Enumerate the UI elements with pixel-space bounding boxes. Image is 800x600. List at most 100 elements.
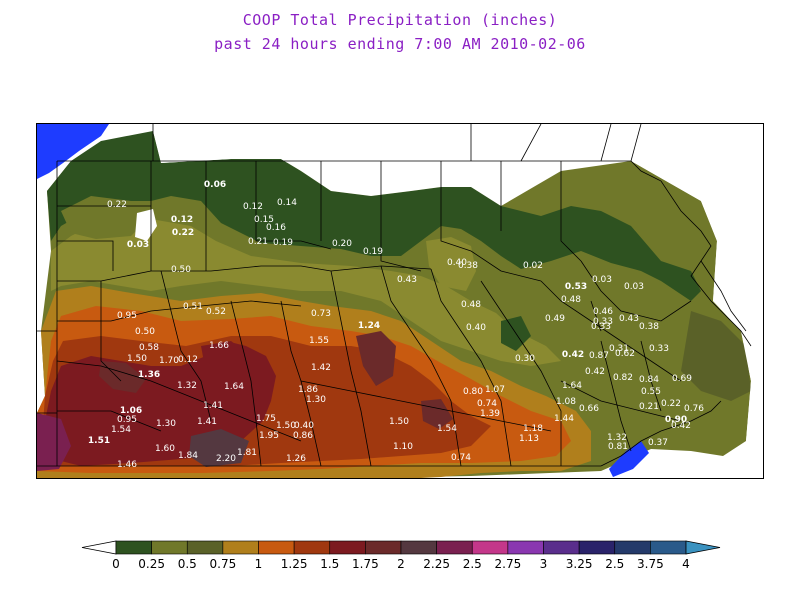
station-value: 0.16 [266,223,286,233]
station-value: 0.12 [243,202,263,212]
legend-label: 0.75 [210,557,237,571]
station-value: 0.38 [639,322,659,332]
legend-arrow-high [685,540,721,555]
station-values: 0.06 0.12 0.140.150.16 0.12 0.22 0.22 0.03 0.21… [88,180,704,470]
legend-swatch [365,540,402,555]
station-value: 0.42 [585,367,605,377]
station-value: 0.12 [171,215,193,225]
legend-arrow-low [81,540,117,555]
legend-label: 3.25 [566,557,593,571]
legend-labels: 0 0.25 0.5 0.75 1 1.25 1.5 1.75 2 2.25 2.5 2.75 3 3.2… [112,557,690,571]
legend-swatch [436,540,473,555]
legend-swatch [543,540,580,555]
station-value: 1.07 [485,385,505,395]
station-value: 0.14 [277,198,297,208]
station-value: 0.42 [562,350,584,360]
station-value: 0.52 [206,307,226,317]
legend-swatch [329,540,366,555]
station-value: 1.30 [306,395,326,405]
station-value: 0.22 [107,200,127,210]
legend-swatch [222,540,259,555]
station-value: 0.51 [183,302,203,312]
station-value: 1.70 [159,356,179,366]
legend-label: 0.25 [138,557,165,571]
station-value: 0.21 [639,402,659,412]
station-value: 0.74 [477,399,497,409]
station-value: 0.33 [649,344,669,354]
station-value: 0.53 [565,282,587,292]
legend-swatch [507,540,544,555]
legend-label: 0.5 [178,557,197,571]
station-value: 1.84 [178,451,198,461]
station-value: 1.64 [562,381,582,391]
station-value: 0.46 [593,307,613,317]
station-value: 1.32 [607,433,627,443]
legend-label: 1.5 [320,557,339,571]
station-value: 0.22 [172,228,194,238]
station-value: 2.20 [216,454,236,464]
station-value: 1.54 [111,425,131,435]
map-subtitle: past 24 hours ending 7:00 AM 2010-02-06 [214,35,586,53]
station-value: 0.38 [458,261,478,271]
station-value: 1.50 [276,421,296,431]
boundaries [37,124,752,467]
station-value: 0.33 [593,317,613,327]
legend-swatch [400,540,437,555]
legend-swatch [115,540,152,555]
station-value: 1.60 [155,444,175,454]
legend-label: 3 [540,557,548,571]
station-value: 1.86 [298,385,318,395]
station-value: 1.30 [156,419,176,429]
station-value: 1.50 [389,417,409,427]
station-value: 0.82 [613,373,633,383]
legend-label: 0 [112,557,120,571]
station-value: 0.84 [639,375,659,385]
station-value: 0.06 [204,180,226,190]
station-value: 0.69 [672,374,692,384]
station-value: 1.36 [138,370,160,380]
station-value: 0.55 [641,387,661,397]
station-value: 0.74 [451,453,471,463]
legend-swatch [650,540,687,555]
station-value: 1.64 [224,382,244,392]
station-value: 0.02 [523,261,543,271]
station-value: 0.21 [248,237,268,247]
station-value: 1.06 [120,406,142,416]
station-value: 1.10 [393,442,413,452]
legend-bar [81,540,721,555]
legend-swatch [471,540,509,555]
station-value: 0.33 [591,322,611,332]
legend-label: 1.75 [352,557,379,571]
legend-label: 2.5 [605,557,624,571]
station-value: 0.03 [624,282,644,292]
station-value: 1.46 [117,460,137,470]
station-value: 1.08 [556,397,576,407]
station-value: 1.13 [519,434,539,444]
station-value: 1.41 [197,417,217,427]
station-value: 0.42 [671,421,691,431]
station-value: 1.81 [237,448,257,458]
lake-erie [37,124,109,179]
station-value: 0.66 [579,404,599,414]
station-value: 0.50 [135,327,155,337]
station-value: 1.95 [259,431,279,441]
station-value: 0.95 [117,415,137,425]
legend-label: 2.75 [495,557,522,571]
legend-label: 1.25 [281,557,308,571]
station-value: 0.49 [545,314,565,324]
legend-swatch [186,540,224,555]
outside-area [153,124,763,476]
legend-label: 2 [397,557,405,571]
station-value: 1.44 [554,414,574,424]
precipitation-map: 0.06 0.12 0.140.150.16 0.12 0.22 0.22 0.03 0.21… [37,124,763,478]
station-value: 0.62 [615,349,635,359]
station-value: 0.40 [447,258,467,268]
station-value: 0.03 [592,275,612,285]
station-value: 0.40 [466,323,486,333]
legend-label: 3.75 [637,557,664,571]
station-value: 0.37 [648,438,668,448]
station-value: 0.40 [294,421,314,431]
station-value: 0.81 [608,442,628,452]
station-value: 0.30 [515,354,535,364]
